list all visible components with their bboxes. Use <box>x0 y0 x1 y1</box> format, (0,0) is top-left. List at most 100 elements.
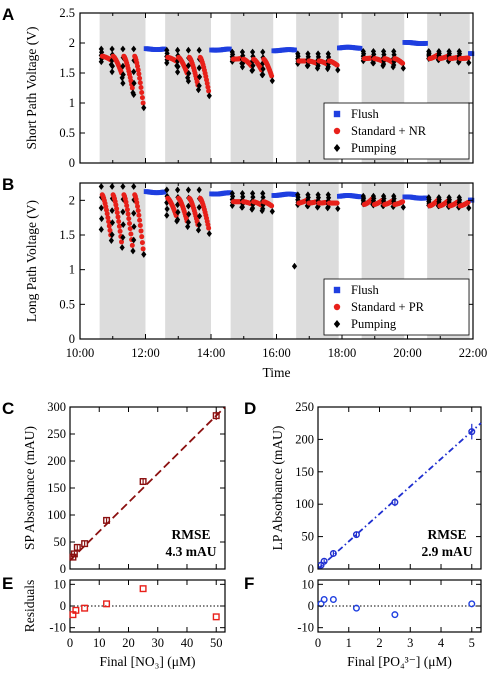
pumping-point <box>109 68 115 76</box>
y-tick-label: 200 <box>295 432 314 446</box>
x-tick-label: 0 <box>315 636 321 650</box>
pumping-point <box>131 45 137 53</box>
y-tick-label: 250 <box>47 427 66 441</box>
data-point <box>81 540 89 548</box>
x-tick-label: 40 <box>181 636 194 650</box>
y-tick-label: 0.5 <box>59 297 75 311</box>
x-tick-label: 0 <box>67 636 73 650</box>
standard-point <box>126 216 132 222</box>
pumping-point <box>185 186 192 194</box>
x-tick-label: 16:00 <box>262 346 290 360</box>
pumping-point <box>141 104 147 112</box>
pumping-point <box>109 183 115 190</box>
pumping-point <box>196 73 203 81</box>
data-point <box>81 604 89 612</box>
pumping-point <box>185 77 192 85</box>
pumping-point <box>315 202 321 210</box>
pumping-point <box>249 48 256 56</box>
standard-point <box>129 85 135 91</box>
x-tick-label: 22:00 <box>459 346 487 360</box>
x-tick-label: 10:00 <box>66 346 94 360</box>
pumping-point <box>120 71 126 79</box>
panel-letter-d: D <box>244 399 256 418</box>
panel-letter-a: A <box>2 5 14 24</box>
pumping-point <box>141 251 147 258</box>
flush-point <box>423 195 428 201</box>
y-tick-label: 0 <box>308 562 314 576</box>
data-point <box>329 549 337 557</box>
pumping-point <box>269 77 275 85</box>
standard-point <box>125 211 131 217</box>
y-tick-label: 150 <box>295 465 314 479</box>
pumping-point <box>120 62 126 70</box>
standard-point <box>204 80 210 86</box>
pumping-point <box>131 236 137 244</box>
standard-point <box>106 223 112 229</box>
fit-line <box>317 422 482 570</box>
standard-point <box>135 203 141 209</box>
legend-label: Flush <box>351 283 380 297</box>
pumping-point <box>269 208 275 215</box>
standard-point <box>113 202 119 208</box>
y-tick-label: 1 <box>69 96 75 110</box>
pumping-point <box>131 91 137 98</box>
data-point <box>391 611 399 619</box>
data-point <box>212 613 220 621</box>
y-tick-label: 2 <box>69 36 75 50</box>
y-tick-label: 10 <box>302 577 315 591</box>
fit-line <box>69 406 226 561</box>
data-point <box>103 516 111 524</box>
standard-point <box>400 199 406 205</box>
pumping-point <box>185 223 191 231</box>
pumping-point <box>120 79 126 87</box>
standard-point <box>135 67 141 73</box>
x-axis-label: Time <box>262 365 290 380</box>
x-tick-label: 18:00 <box>328 346 356 360</box>
pumping-point <box>120 183 126 190</box>
flush-point <box>292 47 297 53</box>
data-point <box>70 550 78 558</box>
pumping-point <box>239 203 246 211</box>
pumping-point <box>400 64 406 72</box>
pumping-point <box>196 64 202 72</box>
flush-point <box>423 40 428 46</box>
pumping-point <box>196 212 203 220</box>
standard-point <box>400 60 406 66</box>
pumping-point <box>196 204 202 211</box>
data-point <box>391 498 399 506</box>
data-point <box>139 585 147 593</box>
standard-point <box>136 212 142 218</box>
standard-point <box>269 203 275 209</box>
short-path-voltage-chart: 0 0.5 1 1.5 2 2.5 Short Path Voltage (V) Flush S… <box>24 6 475 170</box>
standard-point <box>117 228 123 234</box>
standard-point <box>140 100 146 106</box>
data-point <box>468 600 476 608</box>
pumping-point <box>120 45 126 53</box>
y-tick-label: 100 <box>295 497 314 511</box>
standard-point <box>127 226 133 232</box>
pumping-point <box>260 205 266 213</box>
flush-point <box>226 190 232 196</box>
standard-point <box>140 246 146 252</box>
pumping-point <box>164 59 170 67</box>
flush-point <box>292 192 297 197</box>
standard-point <box>127 220 133 226</box>
pumping-point <box>249 190 256 197</box>
standard-point <box>114 206 120 212</box>
pumping-point <box>195 226 202 234</box>
pumping-point <box>98 226 104 233</box>
y-tick-label: 300 <box>47 400 66 414</box>
flush-point <box>161 189 167 195</box>
y-tick-label: 1.5 <box>59 66 75 80</box>
standard-point <box>139 240 145 246</box>
y-tick-label: 250 <box>295 400 314 414</box>
pumping-point <box>206 92 212 100</box>
pumping-point <box>130 247 136 255</box>
legend-box <box>323 278 470 336</box>
pumping-point <box>249 66 256 74</box>
pumping-point <box>260 193 266 201</box>
pumping-point <box>131 79 137 87</box>
panel-letter-c: C <box>2 399 14 418</box>
pumping-point <box>174 46 181 54</box>
pumping-point <box>315 53 322 61</box>
